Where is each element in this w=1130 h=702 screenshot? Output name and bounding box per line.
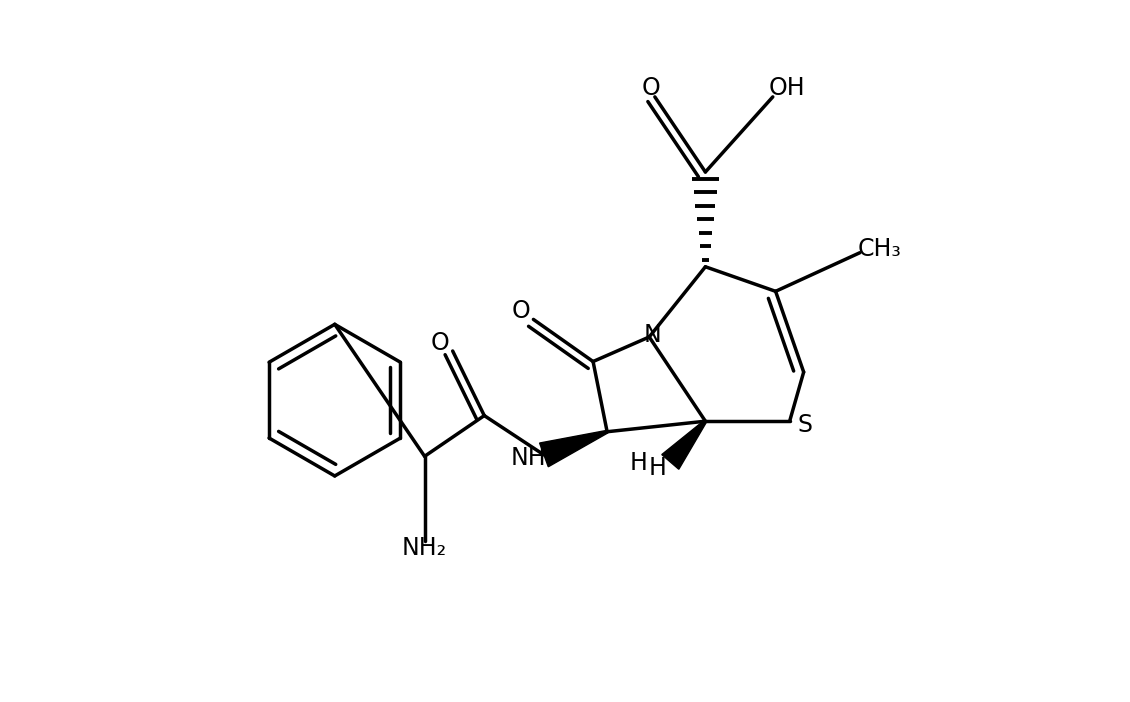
Text: N: N [644,323,662,347]
Text: S: S [798,413,812,437]
Text: O: O [512,299,530,323]
Text: O: O [431,331,450,355]
Polygon shape [540,430,608,467]
Polygon shape [662,420,706,469]
Text: O: O [642,77,661,100]
Text: H: H [629,451,647,475]
Text: OH: OH [768,77,806,100]
Text: NH: NH [511,446,546,470]
Text: NH₂: NH₂ [402,536,447,559]
Text: CH₃: CH₃ [858,237,902,261]
Text: H: H [649,456,667,479]
